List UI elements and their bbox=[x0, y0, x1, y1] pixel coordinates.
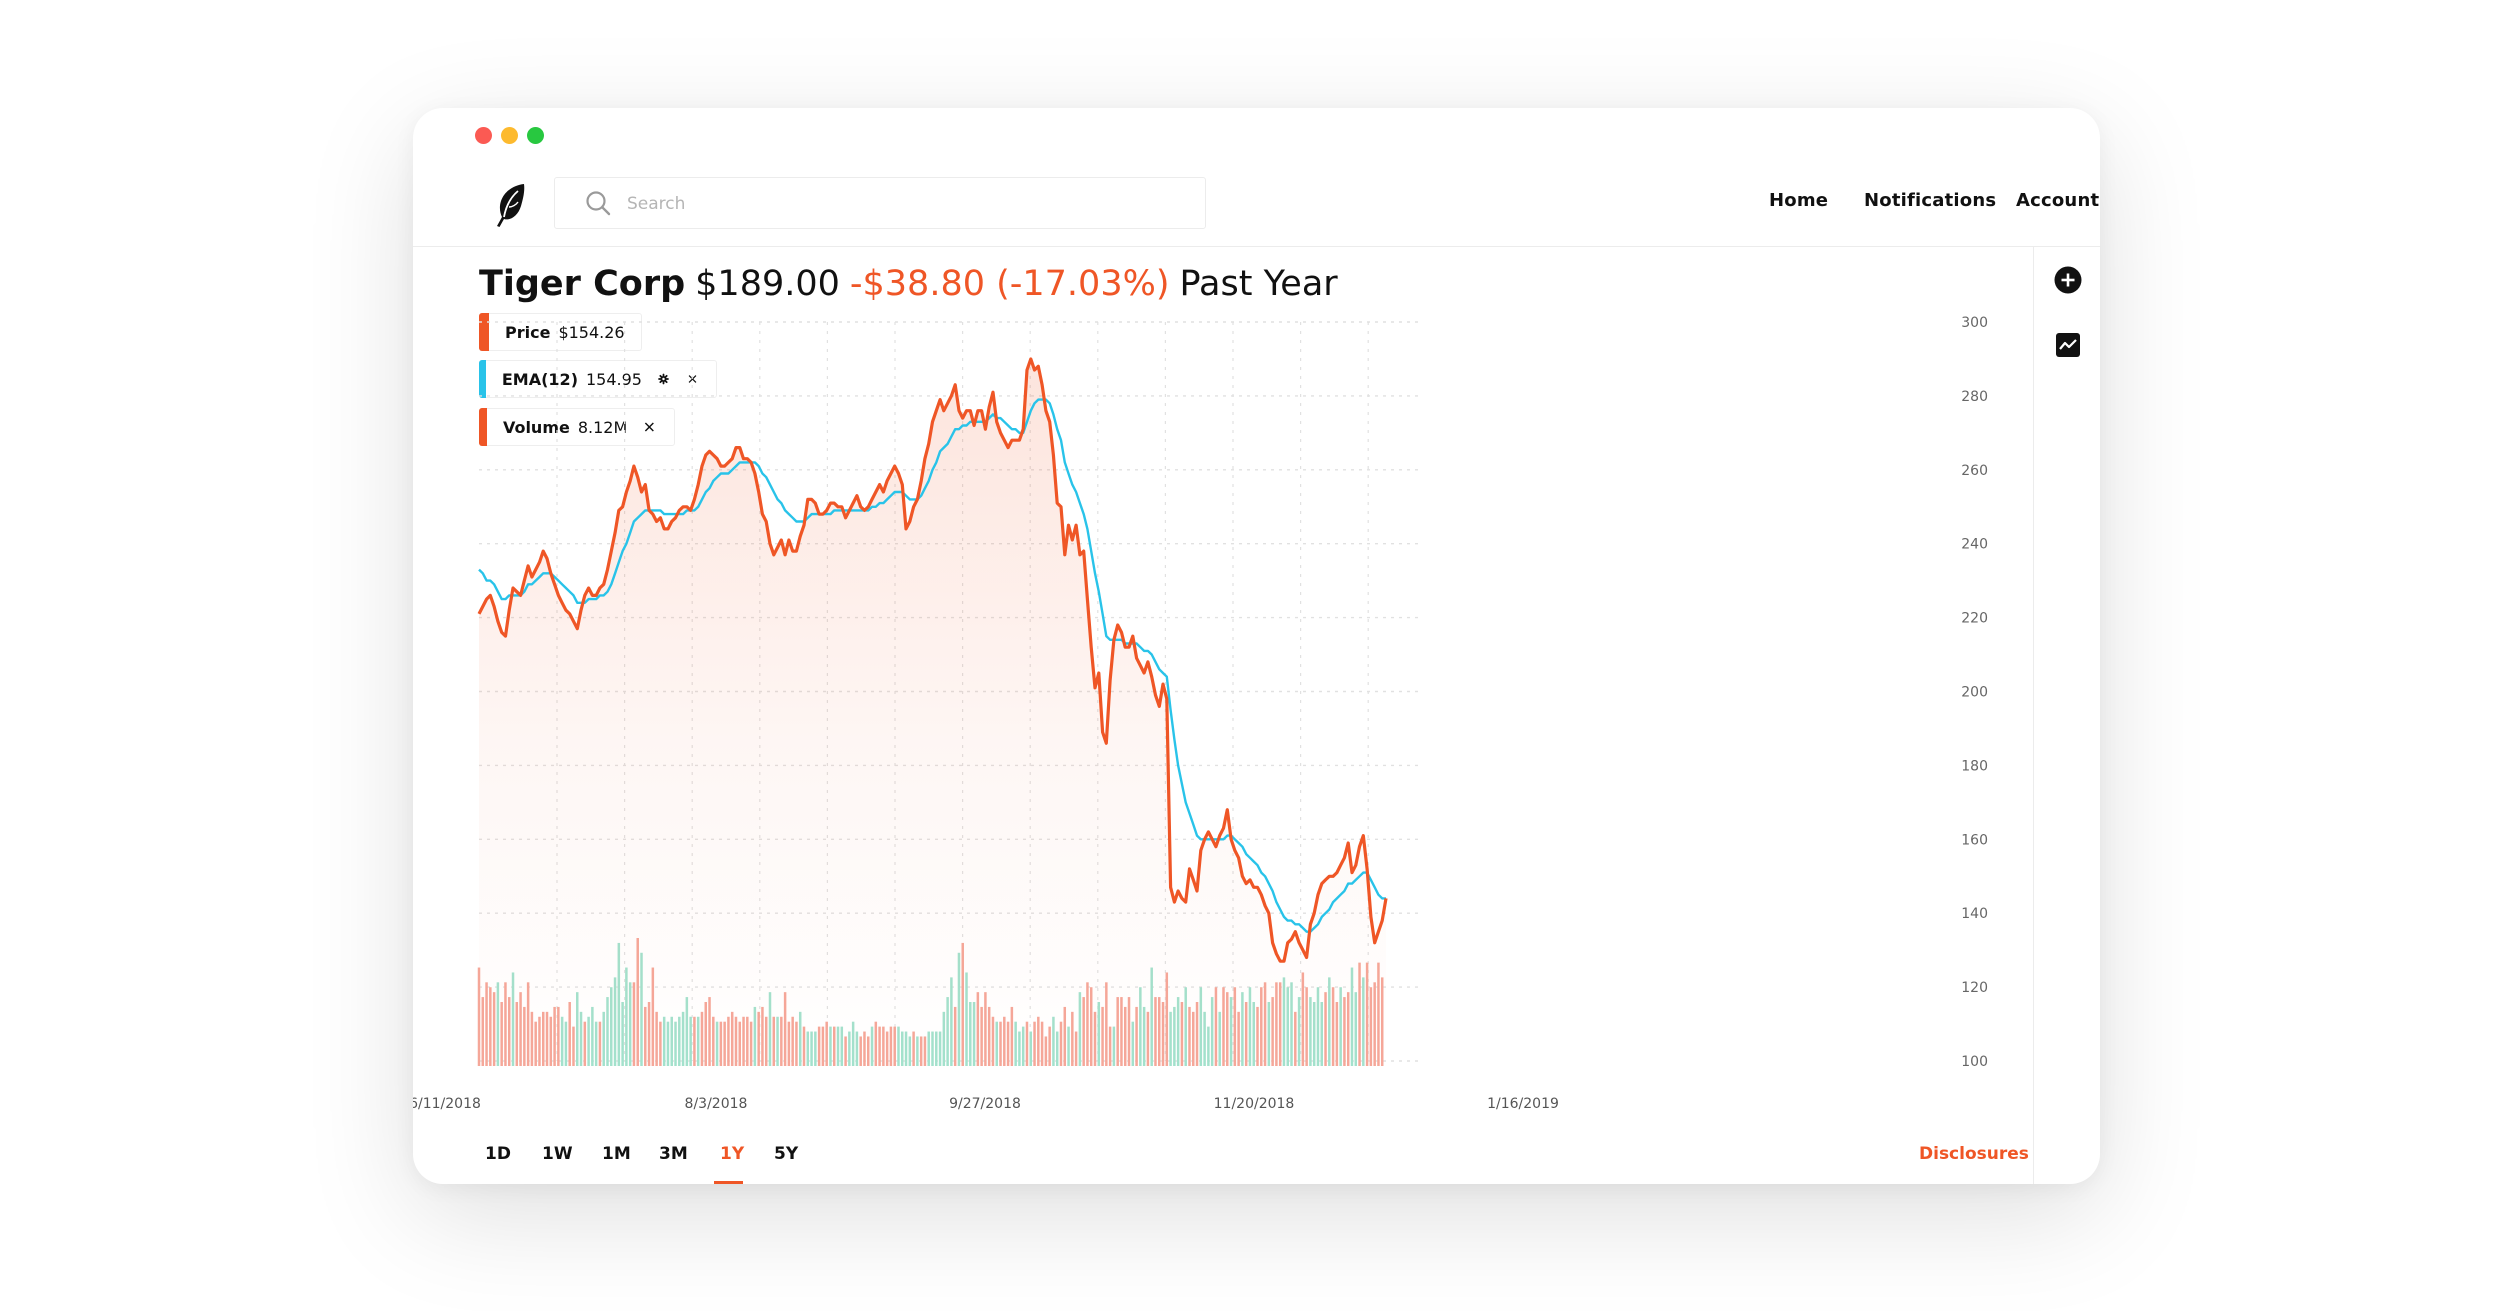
window-close-button[interactable] bbox=[475, 127, 492, 144]
tab-1m[interactable]: 1M bbox=[602, 1144, 631, 1164]
window-minimize-button[interactable] bbox=[501, 127, 518, 144]
y-tick-label: 220 bbox=[1961, 611, 1988, 627]
indicators-button[interactable] bbox=[2056, 333, 2080, 357]
search-icon bbox=[586, 191, 611, 216]
x-tick-label: 1/16/2019 bbox=[1487, 1096, 1559, 1112]
y-tick-label: 200 bbox=[1961, 685, 1988, 701]
legend-ema: EMA(12) 154.95 bbox=[479, 360, 717, 398]
x-axis-labels: 4/17/20186/11/20188/3/20189/27/201811/20… bbox=[413, 1096, 1559, 1112]
time-period-label: Past Year bbox=[1179, 264, 1338, 304]
y-tick-label: 180 bbox=[1961, 758, 1988, 774]
price-line bbox=[477, 357, 1388, 963]
ema-color-swatch bbox=[479, 360, 486, 398]
y-tick-label: 140 bbox=[1961, 906, 1988, 922]
current-price: $189.00 bbox=[695, 264, 840, 304]
company-name: Tiger Corp bbox=[479, 264, 686, 304]
nav-home-link[interactable]: Home bbox=[1769, 190, 1829, 211]
nav-account-link[interactable]: Account bbox=[2016, 190, 2100, 211]
add-to-list-button[interactable] bbox=[2054, 266, 2082, 294]
y-axis-labels: 300 280 260 240 220 200 180 160 140 120 100 bbox=[1961, 315, 1988, 1070]
x-tick-label: 9/27/2018 bbox=[949, 1096, 1021, 1112]
y-tick-label: 300 bbox=[1961, 315, 1988, 331]
ema-line bbox=[478, 398, 1386, 933]
volume-color-swatch bbox=[479, 408, 487, 446]
sidebar-divider bbox=[2033, 246, 2034, 1184]
feather-logo-icon[interactable] bbox=[491, 182, 531, 228]
x-tick-label: 6/11/2018 bbox=[413, 1096, 481, 1112]
legend-volume: Volume 8.12M bbox=[479, 408, 675, 446]
tab-3m[interactable]: 3M bbox=[659, 1144, 688, 1164]
y-tick-label: 120 bbox=[1961, 980, 1988, 996]
price-color-swatch bbox=[479, 313, 489, 351]
stock-header: Tiger Corp $189.00 -$38.80 (-17.03%) Past Y… bbox=[479, 261, 1338, 307]
legend-ema-value: 154.95 bbox=[586, 369, 642, 389]
legend-volume-value: 8.12M bbox=[577, 417, 628, 437]
x-tick-label: 11/20/2018 bbox=[1214, 1096, 1295, 1112]
search-input[interactable] bbox=[625, 178, 1189, 230]
legend-price-label: Price bbox=[505, 322, 551, 342]
tab-1w[interactable]: 1W bbox=[542, 1144, 573, 1164]
legend-price: Price $154.26 bbox=[479, 313, 642, 351]
tab-5y[interactable]: 5Y bbox=[774, 1144, 799, 1164]
disclosures-link[interactable]: Disclosures bbox=[1919, 1144, 2029, 1164]
price-change: -$38.80 (-17.03%) bbox=[849, 264, 1170, 304]
legend-ema-label: EMA(12) bbox=[501, 369, 578, 389]
y-tick-label: 100 bbox=[1961, 1054, 1988, 1070]
gear-icon[interactable] bbox=[658, 371, 669, 387]
active-tab-indicator bbox=[714, 1181, 743, 1184]
x-tick-label: 8/3/2018 bbox=[685, 1096, 748, 1112]
tab-1y[interactable]: 1Y bbox=[720, 1144, 745, 1164]
y-tick-label: 280 bbox=[1961, 389, 1988, 405]
y-tick-label: 160 bbox=[1961, 832, 1988, 848]
legend-price-value: $154.26 bbox=[558, 322, 625, 342]
y-tick-label: 240 bbox=[1961, 537, 1988, 553]
nav-notifications-link[interactable]: Notifications bbox=[1864, 190, 1997, 211]
window-zoom-button[interactable] bbox=[527, 127, 544, 144]
legend-volume-label: Volume bbox=[502, 417, 570, 437]
browser-window: Home Notifications Account Tiger Corp$18… bbox=[413, 108, 2100, 1184]
search-box[interactable] bbox=[554, 177, 1206, 230]
tab-1d[interactable]: 1D bbox=[485, 1144, 511, 1164]
y-tick-label: 260 bbox=[1961, 463, 1988, 479]
close-icon[interactable] bbox=[643, 419, 656, 435]
price-area-fill bbox=[479, 359, 1386, 1066]
header-divider bbox=[413, 246, 2100, 247]
